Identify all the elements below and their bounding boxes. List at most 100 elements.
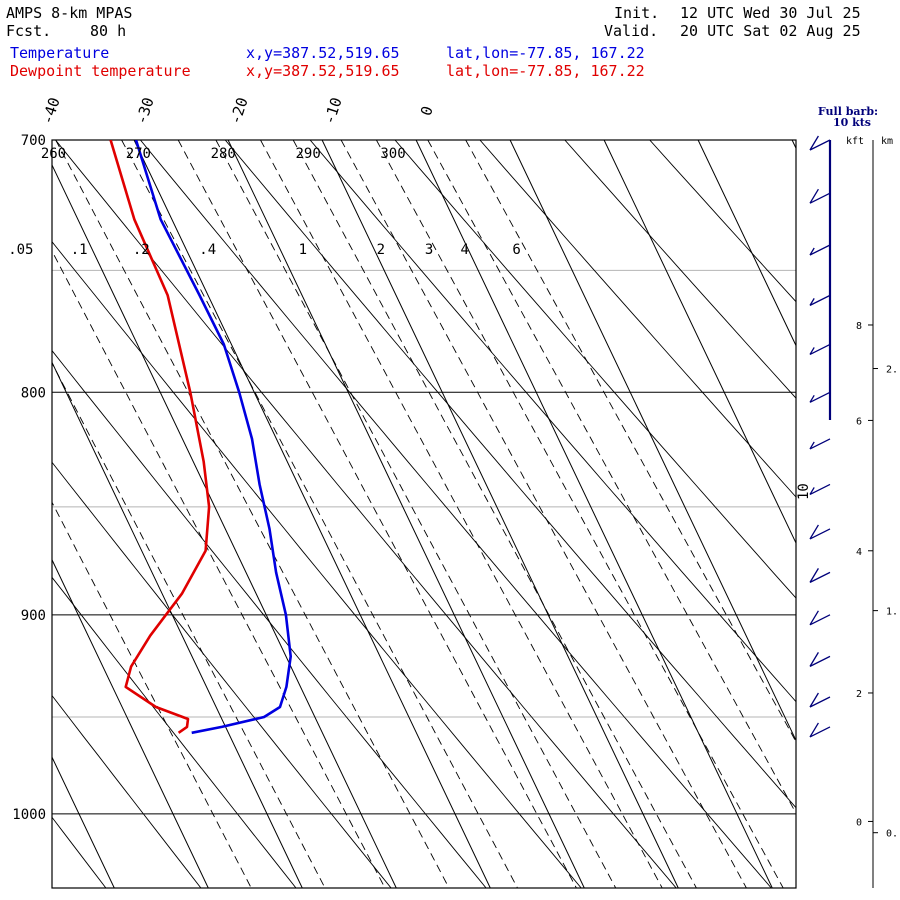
mixing-ratio-tick-label: 3	[425, 242, 433, 258]
barb-shaft	[809, 483, 831, 496]
kft-tick-label: 6	[856, 416, 862, 427]
barb-flag	[809, 652, 819, 667]
barb-shaft	[809, 696, 831, 708]
wind-barb	[809, 244, 831, 256]
barb-flag	[809, 568, 819, 583]
wind-barb	[809, 188, 831, 204]
adiabat-tick-label: 280	[211, 146, 236, 162]
barb-flag	[809, 188, 819, 204]
isotherm-tick-label: 0	[417, 104, 437, 118]
mixing-ratio-line	[292, 140, 697, 888]
dewpoint-xy: x,y=387.52,519.65	[246, 62, 400, 80]
isotherm-tick-label: -20	[226, 95, 251, 126]
barb-flag	[809, 394, 815, 403]
barb-legend-line1: Full barb:	[818, 105, 878, 118]
isotherm-tick-label: -30	[132, 95, 157, 126]
barb-shaft	[809, 294, 831, 306]
adiabat-tick-label: 290	[295, 146, 320, 162]
barb-shaft	[809, 528, 831, 540]
wind-barb	[809, 610, 831, 626]
mixing-ratio-line	[260, 140, 663, 888]
mixing-ratio-tick-label: .05	[8, 242, 33, 258]
km-tick-label: 0.	[886, 829, 898, 840]
kft-tick-label: 2	[856, 689, 862, 700]
mixing-ratio-tick-label: .1	[71, 242, 88, 258]
mixing-ratio-line	[340, 140, 747, 888]
mixing-ratio-lines	[52, 140, 796, 888]
kft-tick-label: 4	[856, 547, 862, 558]
barb-flag	[809, 247, 815, 256]
mixing-ratio-tick-label: 2	[377, 242, 385, 258]
isotherm	[415, 140, 773, 888]
kft-label: kft	[846, 136, 864, 147]
km-label: km	[881, 136, 893, 147]
isotherm	[791, 140, 796, 150]
dry-adiabat	[649, 140, 796, 303]
isotherm	[509, 140, 796, 742]
isotherm	[321, 140, 679, 888]
wind-barb	[809, 652, 831, 667]
barb-shaft	[809, 726, 831, 738]
isotherm	[603, 140, 796, 545]
barb-flag	[809, 441, 815, 450]
mixing-ratio-tick-label: .4	[199, 242, 216, 258]
km-tick-label: 1.	[886, 607, 898, 618]
barb-flag	[809, 722, 819, 738]
dry-adiabat	[479, 140, 796, 498]
barb-shaft	[809, 571, 831, 583]
mixing-ratio-line	[465, 140, 796, 743]
dry-adiabat	[52, 241, 582, 888]
mixing-ratio-tick-label: 6	[512, 242, 520, 258]
barb-flag	[809, 610, 819, 626]
sounding-profiles	[109, 140, 292, 735]
mixing-ratio-tick-label: 1	[299, 242, 307, 258]
isotherm	[52, 361, 303, 888]
minor-isobars	[52, 269, 796, 718]
pressure-tick-label: 1000	[12, 807, 46, 823]
forecast-hour-value: 80 h	[90, 22, 127, 40]
barb-shaft	[809, 655, 831, 667]
isotherm	[52, 756, 115, 888]
dry-adiabat	[55, 140, 677, 888]
dewpoint-legend: Dewpoint temperature	[10, 62, 191, 80]
model-name: AMPS 8-km MPAS	[6, 4, 133, 22]
kft-tick-label: 0	[856, 817, 862, 828]
dry-adiabat	[564, 140, 796, 399]
barb-shaft	[809, 343, 831, 356]
isotherm	[697, 140, 796, 347]
barb-shaft	[809, 192, 831, 204]
wind-barb	[809, 568, 831, 583]
mixing-ratio-line	[376, 140, 784, 888]
mixing-ratio-line	[52, 362, 326, 888]
dewpoint-profile	[109, 140, 211, 734]
isotherm	[52, 163, 397, 888]
pressure-tick-label: 800	[21, 385, 46, 401]
dry-adiabat	[52, 576, 297, 888]
temperature-profile	[134, 140, 292, 735]
wind-barb	[809, 391, 831, 403]
dry-adiabat	[140, 140, 772, 888]
wind-barb	[809, 135, 831, 151]
axis-labels: 7008009001000-70-60-50-40-30-20-10022023…	[8, 95, 521, 823]
forecast-hour-label: Fcst.	[6, 22, 52, 40]
valid-time-value: 20 UTC Sat 02 Aug 25	[680, 22, 861, 40]
wind-barb	[809, 438, 831, 450]
dry-adiabat	[394, 140, 796, 599]
barb-shaft	[809, 438, 831, 450]
dry-adiabat	[52, 461, 392, 888]
wind-barb	[809, 294, 831, 306]
pressure-tick-label: 700	[21, 133, 46, 149]
wind-barb	[809, 343, 831, 356]
adiabat-tick-label: 270	[126, 146, 151, 162]
mixing-ratio-tick-label: 4	[460, 242, 468, 258]
dry-adiabat	[52, 349, 487, 888]
wind-barb	[809, 483, 831, 496]
barb-flag	[809, 298, 815, 306]
mixing-ratio-line	[215, 140, 617, 888]
mixing-ratio-line	[55, 140, 450, 888]
wind-barb-panel: Full barb:10 kts kft km 10 8 6 4 2 0 2. 1. 0.	[796, 105, 898, 888]
mixing-ratio-tick-label: .2	[133, 242, 150, 258]
mixing-ratio-line	[52, 501, 252, 888]
dewpoint-latlon: lat,lon=-77.85, 167.22	[446, 62, 645, 80]
